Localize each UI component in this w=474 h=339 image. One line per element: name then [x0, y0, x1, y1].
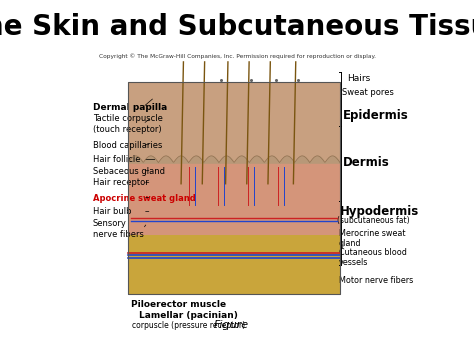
Text: Dermal papilla: Dermal papilla — [93, 103, 167, 112]
Text: Motor nerve fibers: Motor nerve fibers — [338, 276, 413, 285]
FancyBboxPatch shape — [128, 235, 340, 294]
Text: Copyright © The McGraw-Hill Companies, Inc. Permission required for reproduction: Copyright © The McGraw-Hill Companies, I… — [99, 54, 375, 59]
Text: Merocrine sweat
gland: Merocrine sweat gland — [338, 229, 405, 248]
Text: Hair bulb: Hair bulb — [93, 207, 131, 216]
Text: Piloerector muscle: Piloerector muscle — [130, 300, 226, 309]
Text: Hypodermis: Hypodermis — [339, 205, 419, 218]
Text: Hair receptor: Hair receptor — [93, 178, 148, 187]
Text: Sensory
nerve fibers: Sensory nerve fibers — [93, 219, 144, 239]
Text: Blood capillaries: Blood capillaries — [93, 141, 162, 150]
Text: Sweat pores: Sweat pores — [342, 88, 394, 97]
Text: Dermis: Dermis — [343, 156, 390, 169]
FancyBboxPatch shape — [128, 82, 340, 294]
Text: corpuscle (pressure receptor): corpuscle (pressure receptor) — [132, 321, 245, 330]
Text: (subcutaneous fat): (subcutaneous fat) — [337, 216, 410, 225]
Text: Tactile corpuscle
(touch receptor): Tactile corpuscle (touch receptor) — [93, 114, 163, 134]
Text: Cutaneous blood
vessels: Cutaneous blood vessels — [338, 248, 406, 267]
Text: Apocrine sweat gland: Apocrine sweat gland — [93, 194, 196, 203]
Text: The Skin and Subcutaneous Tissue: The Skin and Subcutaneous Tissue — [0, 13, 474, 41]
FancyBboxPatch shape — [128, 82, 340, 163]
Text: Sebaceous gland: Sebaceous gland — [93, 167, 165, 176]
Text: Hairs: Hairs — [347, 74, 371, 83]
Text: Figure: Figure — [214, 320, 249, 330]
Text: Epidermis: Epidermis — [343, 109, 409, 122]
Text: Hair follicle: Hair follicle — [93, 155, 140, 164]
Text: Lamellar (pacinian): Lamellar (pacinian) — [139, 312, 238, 320]
